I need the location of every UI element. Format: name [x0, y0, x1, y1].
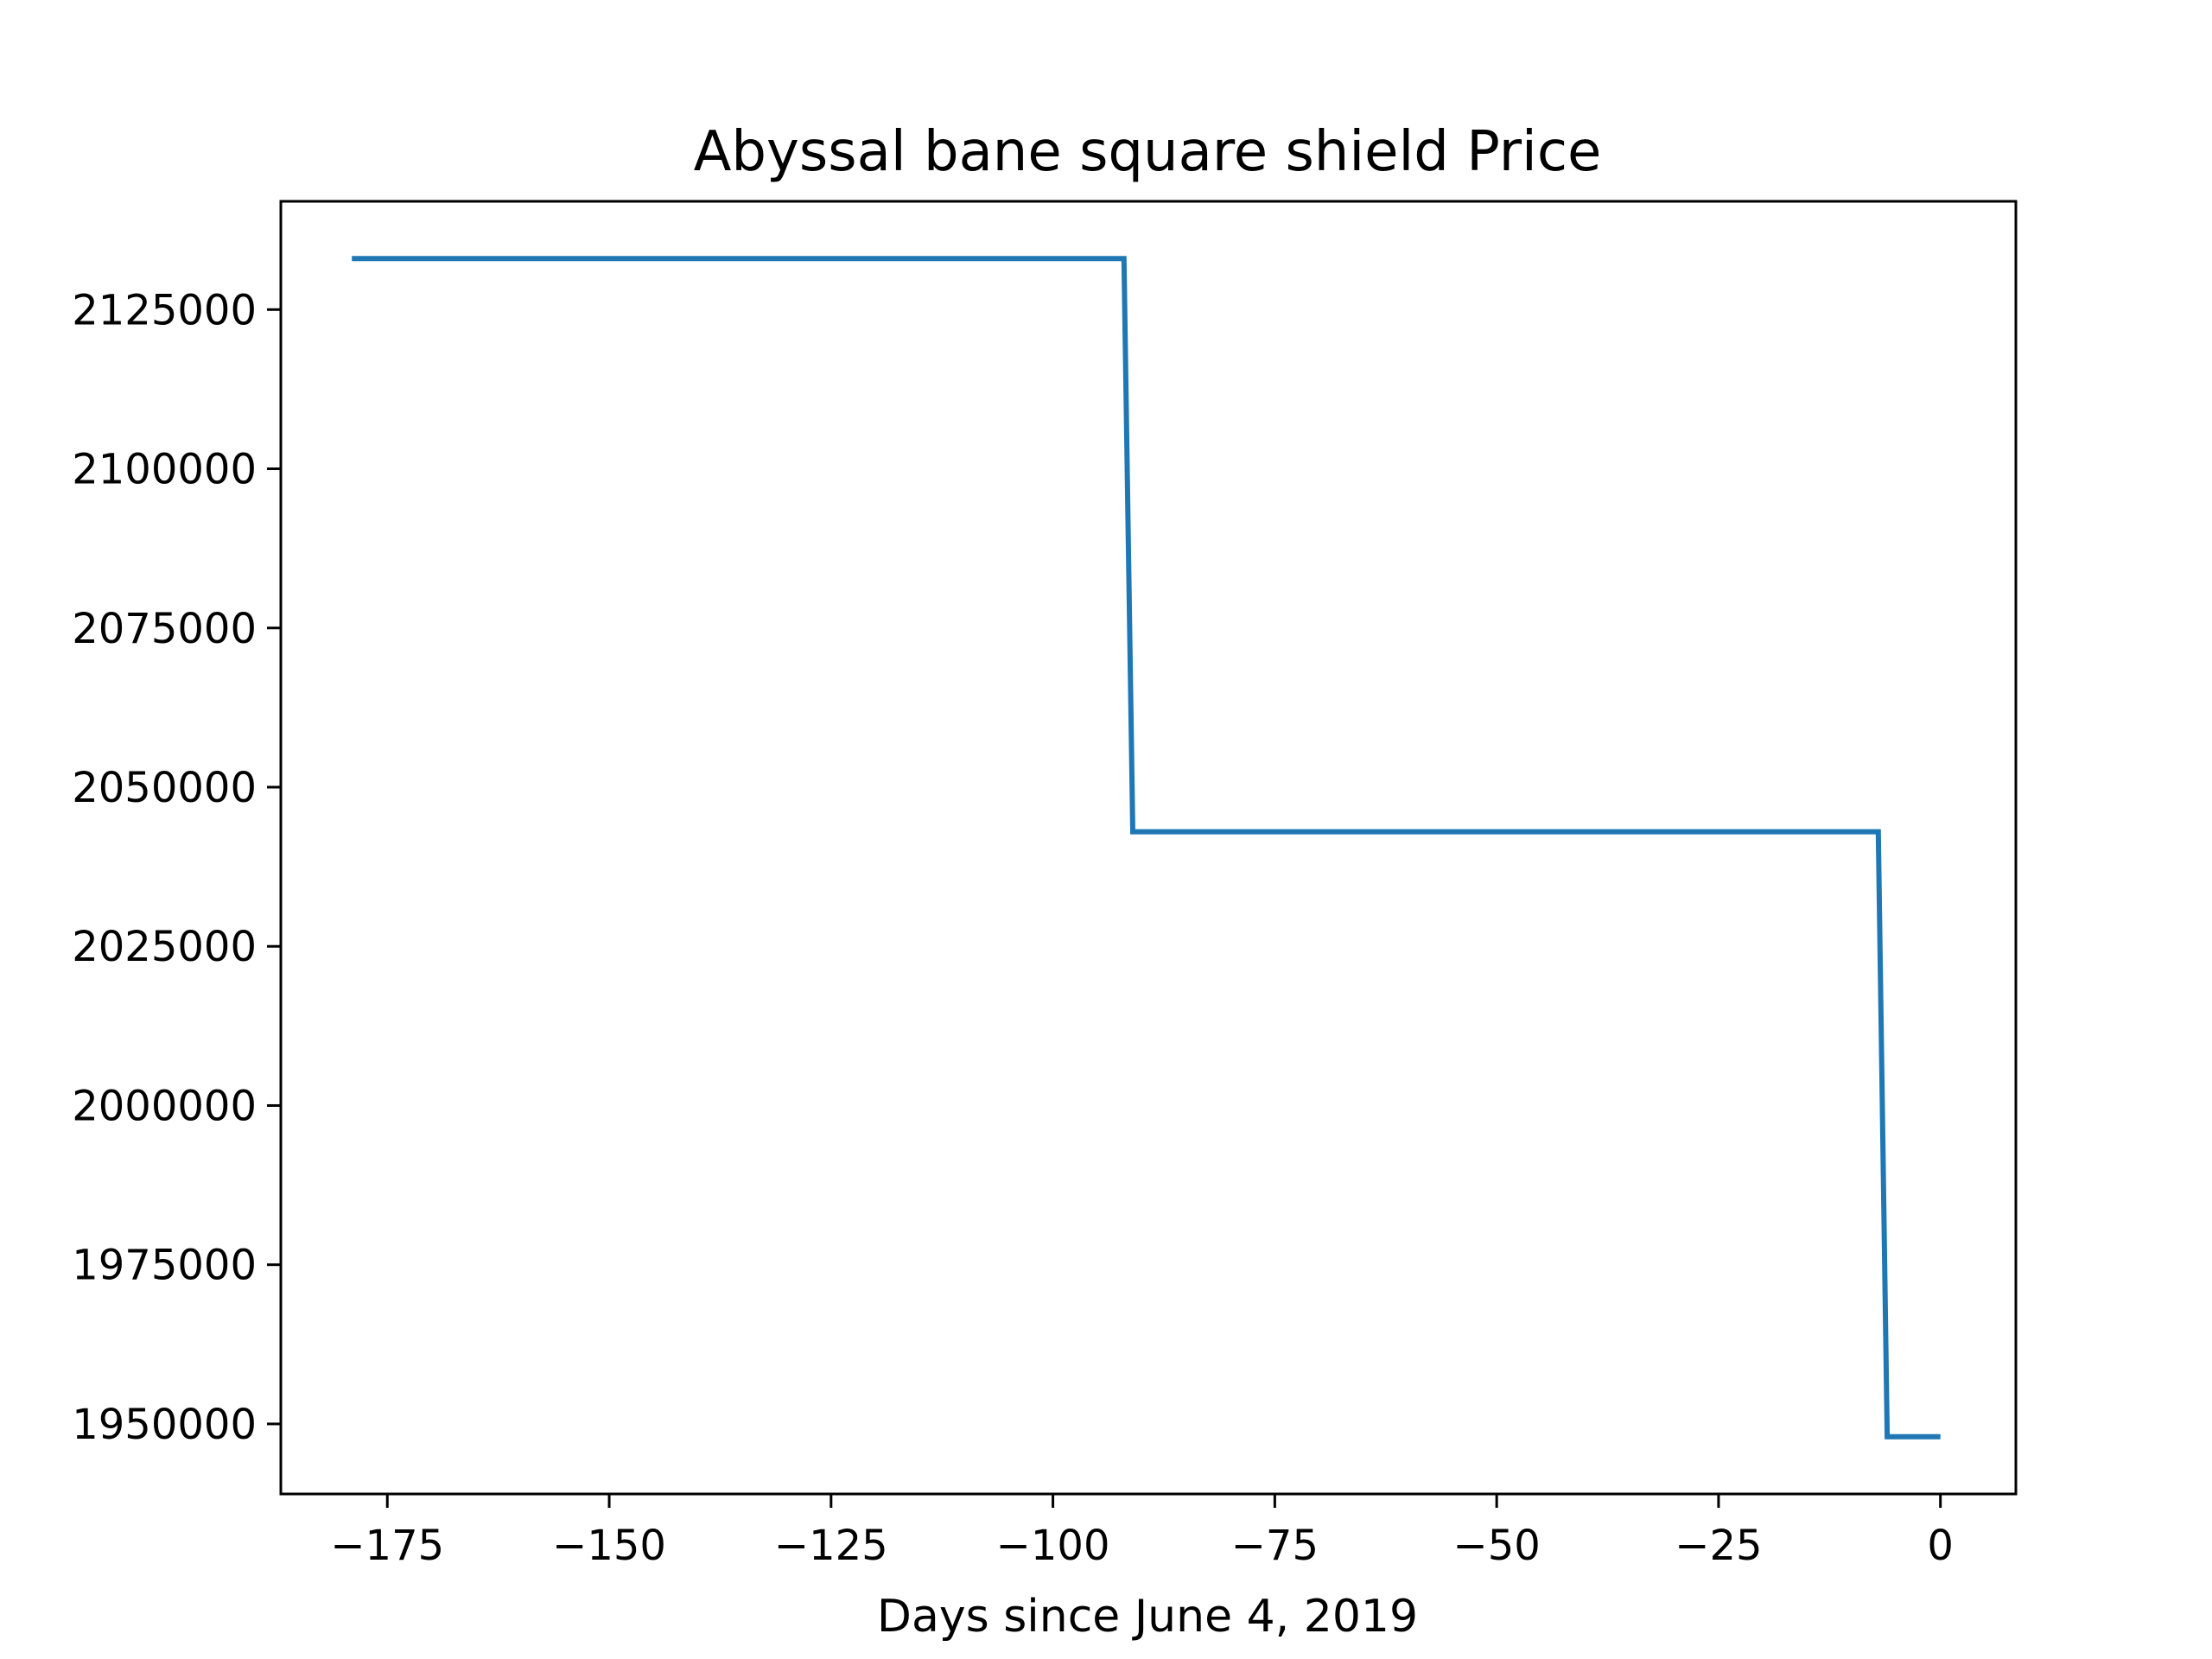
- x-tick-label: −25: [1675, 1522, 1762, 1570]
- chart-title: Abyssal bane square shield Price: [694, 120, 1602, 184]
- y-tick-label: 2100000: [72, 446, 257, 494]
- x-tick-label: −175: [330, 1522, 444, 1570]
- plot-area: [352, 256, 1941, 1440]
- y-tick-label: 2025000: [72, 923, 257, 971]
- x-axis: −175 −150 −125 −100 −75 −50 −25 0: [330, 1494, 1954, 1570]
- x-tick-label: −50: [1452, 1522, 1540, 1570]
- y-tick-label: 1950000: [72, 1401, 257, 1449]
- y-tick-label: 2000000: [72, 1082, 257, 1130]
- y-tick-label: 2050000: [72, 764, 257, 812]
- x-tick-label: −125: [774, 1522, 888, 1570]
- plot-frame: [279, 200, 2018, 1496]
- y-tick-label: 2075000: [72, 605, 257, 653]
- y-axis: 1950000 1975000 2000000 2025000 2050000 20750…: [72, 286, 281, 1449]
- y-tick-label: 1975000: [72, 1242, 257, 1290]
- x-tick-label: −100: [996, 1522, 1110, 1570]
- series-line-0: [352, 256, 1941, 1440]
- y-tick-label: 2125000: [72, 286, 257, 334]
- x-tick-label: −150: [552, 1522, 666, 1570]
- x-tick-label: 0: [1927, 1522, 1954, 1570]
- x-axis-label: Days since June 4, 2019: [877, 1591, 1418, 1643]
- x-tick-label: −75: [1231, 1522, 1319, 1570]
